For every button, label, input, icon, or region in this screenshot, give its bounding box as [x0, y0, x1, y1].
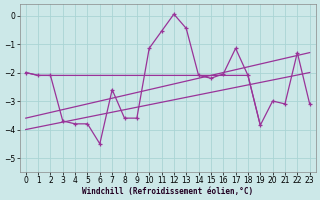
- X-axis label: Windchill (Refroidissement éolien,°C): Windchill (Refroidissement éolien,°C): [82, 187, 253, 196]
